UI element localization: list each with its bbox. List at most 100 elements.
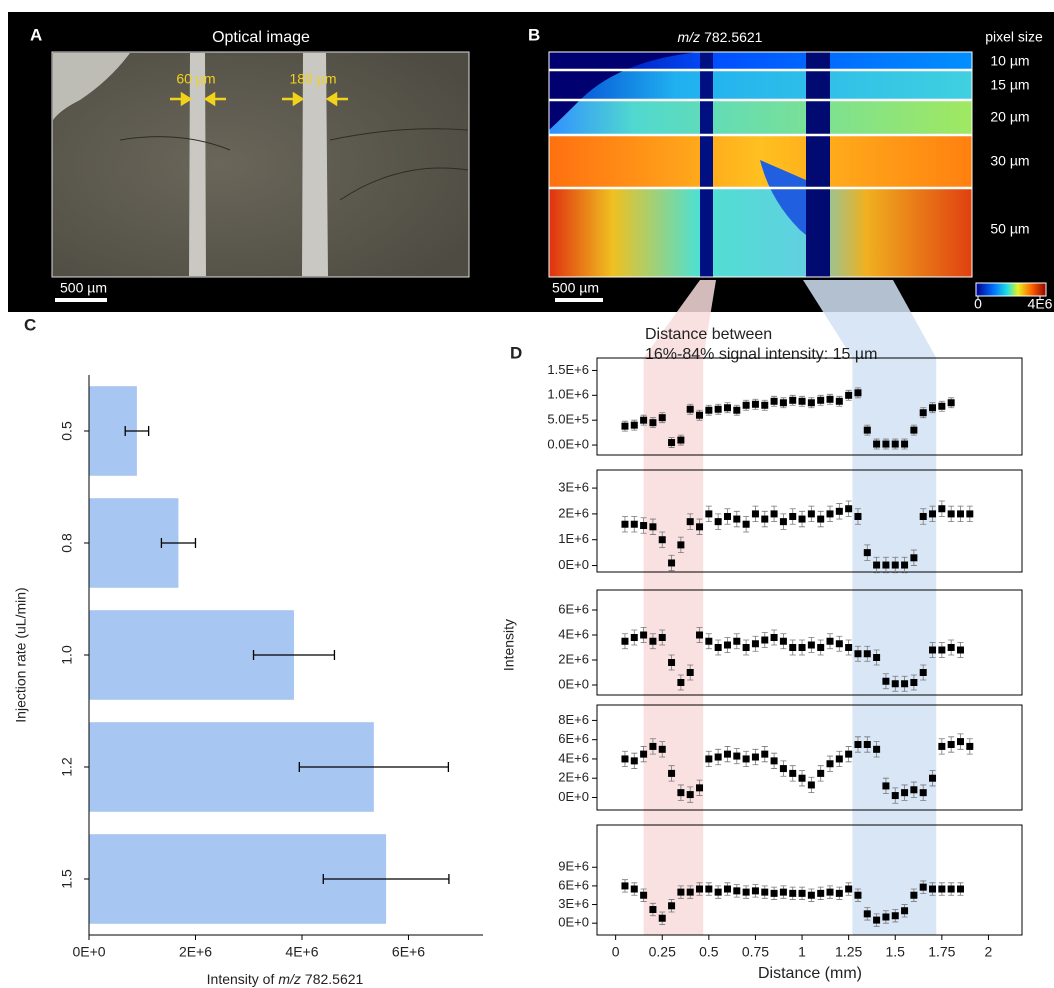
marker (891, 680, 899, 688)
marker (649, 523, 657, 531)
marker (947, 399, 955, 407)
y-tick-label: 8E+6 (558, 712, 589, 727)
y-tick-label: 0E+0 (558, 557, 589, 572)
marker (705, 406, 713, 414)
marker (751, 400, 759, 408)
scale-bar-label: 500 µm (60, 280, 107, 296)
marker (640, 891, 648, 899)
scale-bar-label: 500 µm (552, 280, 599, 296)
y-tick-label: 0.0E+0 (547, 436, 589, 451)
marker (789, 396, 797, 404)
marker (938, 505, 946, 513)
marker (742, 644, 750, 651)
marker (640, 750, 648, 758)
marker (640, 416, 648, 424)
panel-title: m/z 782.5621 (678, 29, 763, 45)
arrows (170, 91, 348, 107)
marker (723, 512, 731, 520)
y-tick-label: 1.2 (59, 757, 75, 777)
error-bar (160, 538, 197, 548)
y-tick-label: 0E+0 (558, 915, 589, 930)
marker (668, 659, 676, 666)
x-label-part: m/z (278, 971, 301, 987)
y-tick-label: 6E+6 (558, 731, 589, 746)
marker (910, 426, 918, 434)
scale-bar (55, 298, 107, 302)
marker (630, 757, 638, 765)
marker (770, 889, 778, 897)
marker (733, 515, 741, 523)
marker (854, 512, 862, 520)
marker (891, 440, 899, 448)
marker (621, 755, 629, 763)
marker (779, 518, 787, 526)
marker (863, 910, 871, 918)
marker (770, 510, 778, 518)
marker (714, 888, 722, 896)
marker (751, 510, 759, 518)
marker (956, 510, 964, 518)
marker (873, 916, 881, 924)
x-tick-label: 2E+6 (179, 944, 212, 960)
marker (677, 789, 685, 797)
y-tick-label: 1.0E+6 (547, 387, 589, 402)
marker (901, 680, 909, 688)
marker (742, 401, 750, 409)
marker (714, 405, 722, 413)
x-tick-label: 1.25 (835, 944, 862, 960)
marker (742, 520, 750, 528)
marker (630, 520, 638, 528)
marker (761, 636, 769, 644)
scale-bar (555, 298, 603, 302)
marker (845, 505, 853, 513)
marker (696, 784, 704, 792)
highlight-funnel (643, 280, 716, 358)
marker (751, 640, 759, 648)
marker (807, 399, 815, 407)
marker (929, 404, 937, 412)
title-italic: m/z (678, 29, 701, 45)
marker (826, 510, 834, 518)
marker (817, 515, 825, 523)
marker (733, 637, 741, 645)
marker (919, 883, 927, 891)
highlight-span (643, 358, 704, 935)
marker (658, 634, 666, 641)
marker (863, 549, 871, 557)
marker (779, 399, 787, 407)
marker (733, 752, 741, 760)
marker (938, 646, 946, 654)
marker (910, 891, 918, 899)
marker (882, 782, 890, 790)
marker (826, 637, 834, 645)
pixel-size-label: 30 µm (990, 153, 1029, 169)
marker (668, 559, 676, 567)
y-tick-label: 0.8 (59, 533, 75, 553)
marker (733, 406, 741, 414)
marker (901, 789, 909, 797)
marker (723, 404, 731, 412)
marker (901, 440, 909, 448)
marker (770, 397, 778, 405)
x-tick-label: 6E+6 (392, 944, 425, 960)
gap-label: 60 µm (176, 71, 215, 87)
marker (630, 634, 638, 641)
panel-label: B (528, 25, 540, 44)
marker (826, 395, 834, 403)
marker (798, 774, 806, 782)
marker (779, 765, 787, 773)
marker (705, 510, 713, 518)
image-region (53, 53, 130, 120)
marker (723, 750, 731, 758)
marker (901, 907, 909, 915)
panel-label: A (30, 25, 42, 44)
marker (929, 774, 937, 782)
y-tick-label: 1.0 (59, 645, 75, 665)
y-tick-label: 2E+6 (558, 651, 589, 666)
marker (929, 885, 937, 893)
marker (789, 769, 797, 777)
y-tick-label: 0E+0 (558, 789, 589, 804)
marker (873, 440, 881, 448)
marker (919, 409, 927, 417)
x-tick-label: 1.5 (886, 944, 906, 960)
